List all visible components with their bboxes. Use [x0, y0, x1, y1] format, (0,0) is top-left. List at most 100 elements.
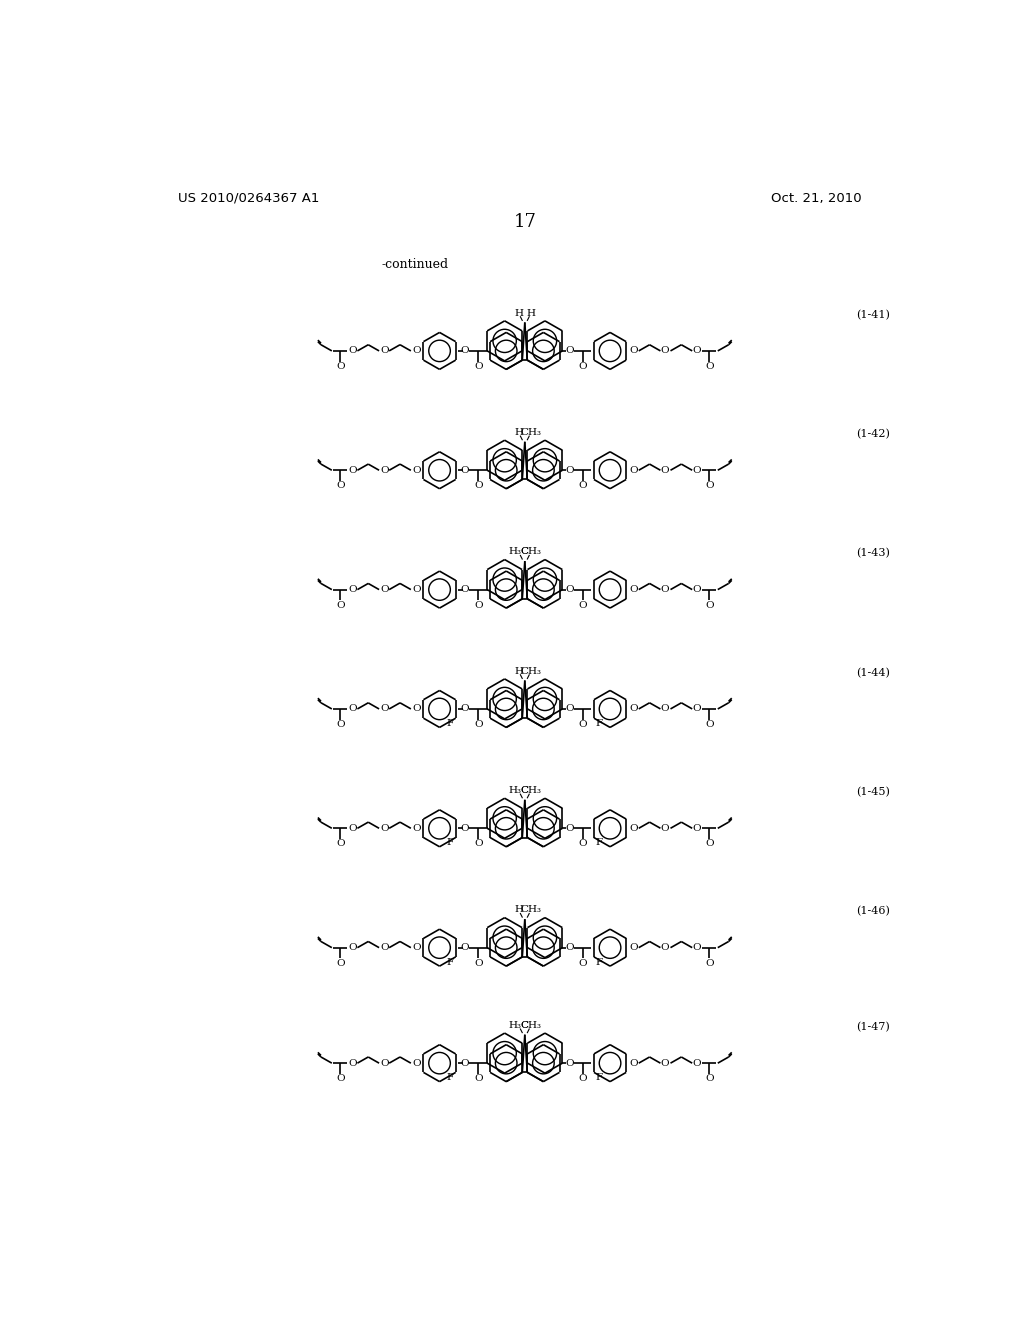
- Text: O: O: [336, 362, 345, 371]
- Text: O: O: [380, 346, 389, 355]
- Text: O: O: [412, 1059, 421, 1068]
- Text: O: O: [660, 466, 670, 475]
- Text: O: O: [692, 705, 701, 713]
- Text: O: O: [380, 1059, 389, 1068]
- Text: F: F: [446, 1073, 454, 1082]
- Text: O: O: [412, 944, 421, 952]
- Text: O: O: [565, 346, 574, 355]
- Text: O: O: [412, 585, 421, 594]
- Text: US 2010/0264367 A1: US 2010/0264367 A1: [178, 191, 319, 205]
- Text: O: O: [660, 1059, 670, 1068]
- Text: F: F: [446, 838, 454, 847]
- Text: O: O: [692, 1059, 701, 1068]
- Text: O: O: [565, 466, 574, 475]
- Text: O: O: [629, 346, 638, 355]
- Text: O: O: [380, 466, 389, 475]
- Text: O: O: [474, 601, 482, 610]
- Text: O: O: [336, 958, 345, 968]
- Text: O: O: [660, 705, 670, 713]
- Text: H: H: [514, 667, 523, 676]
- Text: O: O: [660, 585, 670, 594]
- Text: O: O: [336, 840, 345, 849]
- Text: O: O: [461, 466, 469, 475]
- Text: O: O: [629, 1059, 638, 1068]
- Text: O: O: [474, 840, 482, 849]
- Text: O: O: [660, 346, 670, 355]
- Text: O: O: [579, 719, 587, 729]
- Text: O: O: [380, 824, 389, 833]
- Text: O: O: [565, 1059, 574, 1068]
- Text: O: O: [412, 466, 421, 475]
- Text: O: O: [705, 840, 714, 849]
- Text: H: H: [514, 309, 523, 318]
- Text: O: O: [380, 944, 389, 952]
- Text: O: O: [629, 705, 638, 713]
- Text: CH₃: CH₃: [520, 1020, 542, 1030]
- Text: O: O: [474, 482, 482, 490]
- Text: CH₃: CH₃: [520, 548, 542, 556]
- Text: F: F: [596, 719, 603, 727]
- Text: (1-45): (1-45): [856, 787, 891, 797]
- Text: F: F: [446, 957, 454, 966]
- Text: O: O: [461, 705, 469, 713]
- Text: O: O: [412, 346, 421, 355]
- Text: O: O: [412, 705, 421, 713]
- Text: O: O: [660, 944, 670, 952]
- Text: O: O: [461, 1059, 469, 1068]
- Text: F: F: [596, 957, 603, 966]
- Text: O: O: [412, 824, 421, 833]
- Text: H: H: [514, 906, 523, 915]
- Text: O: O: [565, 944, 574, 952]
- Text: O: O: [692, 346, 701, 355]
- Text: O: O: [348, 346, 357, 355]
- Text: Oct. 21, 2010: Oct. 21, 2010: [771, 191, 862, 205]
- Text: CH₃: CH₃: [520, 787, 542, 795]
- Text: O: O: [474, 719, 482, 729]
- Text: O: O: [705, 1074, 714, 1082]
- Text: CH₃: CH₃: [520, 428, 542, 437]
- Text: O: O: [579, 601, 587, 610]
- Text: O: O: [348, 944, 357, 952]
- Text: O: O: [705, 362, 714, 371]
- Text: O: O: [461, 585, 469, 594]
- Text: -continued: -continued: [381, 259, 449, 271]
- Text: O: O: [348, 1059, 357, 1068]
- Text: O: O: [579, 958, 587, 968]
- Text: H₃C: H₃C: [508, 548, 529, 556]
- Text: O: O: [692, 944, 701, 952]
- Text: H₃C: H₃C: [508, 1020, 529, 1030]
- Text: O: O: [660, 824, 670, 833]
- Text: O: O: [336, 601, 345, 610]
- Text: H: H: [514, 428, 523, 437]
- Text: O: O: [692, 585, 701, 594]
- Text: O: O: [565, 705, 574, 713]
- Text: O: O: [474, 958, 482, 968]
- Text: H₃C: H₃C: [508, 787, 529, 795]
- Text: CH₃: CH₃: [520, 906, 542, 915]
- Text: O: O: [461, 824, 469, 833]
- Text: O: O: [579, 362, 587, 371]
- Text: O: O: [705, 601, 714, 610]
- Text: O: O: [565, 824, 574, 833]
- Text: H: H: [526, 309, 536, 318]
- Text: O: O: [705, 958, 714, 968]
- Text: (1-42): (1-42): [856, 429, 891, 440]
- Text: 17: 17: [513, 213, 537, 231]
- Text: (1-47): (1-47): [856, 1022, 890, 1032]
- Text: F: F: [596, 1073, 603, 1082]
- Text: O: O: [629, 466, 638, 475]
- Text: O: O: [336, 719, 345, 729]
- Text: O: O: [565, 585, 574, 594]
- Text: O: O: [579, 482, 587, 490]
- Text: (1-43): (1-43): [856, 548, 891, 558]
- Text: O: O: [461, 346, 469, 355]
- Text: O: O: [705, 719, 714, 729]
- Text: (1-41): (1-41): [856, 310, 891, 319]
- Text: O: O: [380, 705, 389, 713]
- Text: O: O: [579, 1074, 587, 1082]
- Text: O: O: [348, 705, 357, 713]
- Text: O: O: [348, 466, 357, 475]
- Text: (1-44): (1-44): [856, 668, 891, 678]
- Text: O: O: [692, 824, 701, 833]
- Text: F: F: [596, 838, 603, 847]
